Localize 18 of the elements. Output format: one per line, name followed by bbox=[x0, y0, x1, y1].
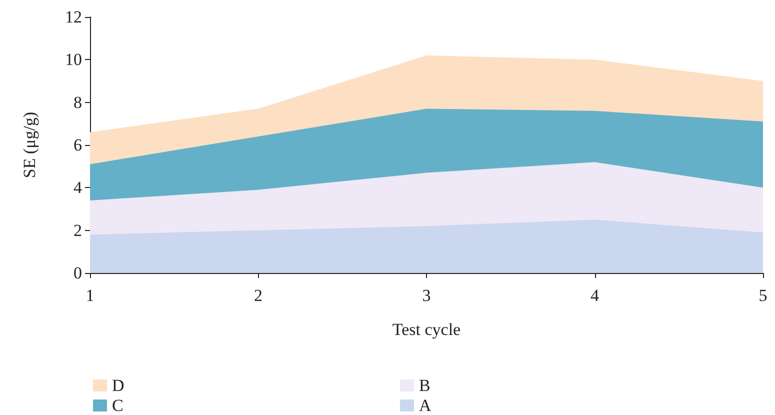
y-tick-label: 10 bbox=[65, 50, 82, 70]
x-tick-label: 5 bbox=[758, 286, 768, 305]
legend-label: C bbox=[112, 396, 124, 415]
y-tick-label: 0 bbox=[74, 264, 82, 282]
legend-label: D bbox=[112, 376, 124, 395]
x-tick-label: 4 bbox=[590, 286, 600, 305]
x-tick-label: 3 bbox=[422, 286, 431, 305]
legend-label: B bbox=[419, 376, 430, 395]
y-tick-label: 4 bbox=[74, 178, 82, 198]
x-tick-label: 1 bbox=[86, 286, 94, 305]
y-tick-label: 8 bbox=[74, 92, 82, 112]
legend-label: A bbox=[419, 396, 432, 415]
x-tick-label: 2 bbox=[254, 286, 262, 305]
y-tick-label: 6 bbox=[74, 136, 82, 154]
x-axis-title: Test cycle bbox=[392, 320, 461, 339]
y-tick-label: 2 bbox=[74, 220, 82, 240]
y-tick-label: 12 bbox=[65, 8, 82, 26]
y-axis-title: SE (μg/g) bbox=[20, 112, 39, 178]
